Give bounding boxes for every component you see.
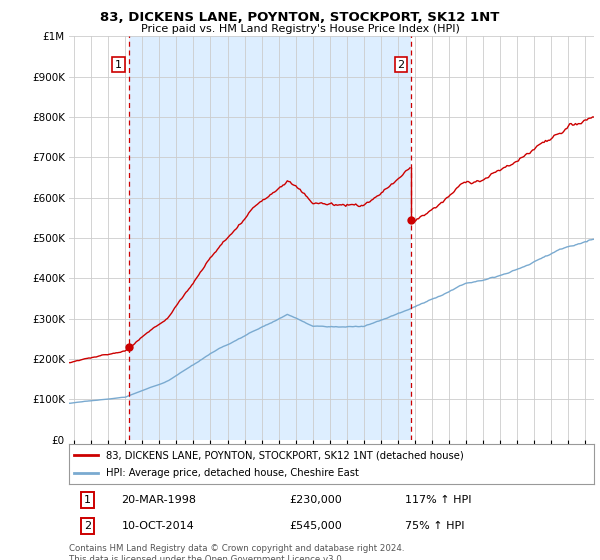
Text: Price paid vs. HM Land Registry's House Price Index (HPI): Price paid vs. HM Land Registry's House … bbox=[140, 24, 460, 34]
Text: 75% ↑ HPI: 75% ↑ HPI bbox=[405, 521, 464, 531]
Text: 117% ↑ HPI: 117% ↑ HPI bbox=[405, 496, 472, 505]
Text: Contains HM Land Registry data © Crown copyright and database right 2024.
This d: Contains HM Land Registry data © Crown c… bbox=[69, 544, 404, 560]
Bar bbox=[129, 36, 411, 440]
Text: £230,000: £230,000 bbox=[290, 496, 342, 505]
Text: 83, DICKENS LANE, POYNTON, STOCKPORT, SK12 1NT (detached house): 83, DICKENS LANE, POYNTON, STOCKPORT, SK… bbox=[106, 450, 464, 460]
Text: 20-MAR-1998: 20-MAR-1998 bbox=[121, 496, 197, 505]
Text: HPI: Average price, detached house, Cheshire East: HPI: Average price, detached house, Ches… bbox=[106, 468, 359, 478]
Text: 2: 2 bbox=[397, 59, 404, 69]
Text: 10-OCT-2014: 10-OCT-2014 bbox=[121, 521, 194, 531]
Text: £545,000: £545,000 bbox=[290, 521, 342, 531]
Text: 2: 2 bbox=[84, 521, 91, 531]
Text: 1: 1 bbox=[84, 496, 91, 505]
Text: 1: 1 bbox=[115, 59, 122, 69]
Text: 83, DICKENS LANE, POYNTON, STOCKPORT, SK12 1NT: 83, DICKENS LANE, POYNTON, STOCKPORT, SK… bbox=[100, 11, 500, 24]
